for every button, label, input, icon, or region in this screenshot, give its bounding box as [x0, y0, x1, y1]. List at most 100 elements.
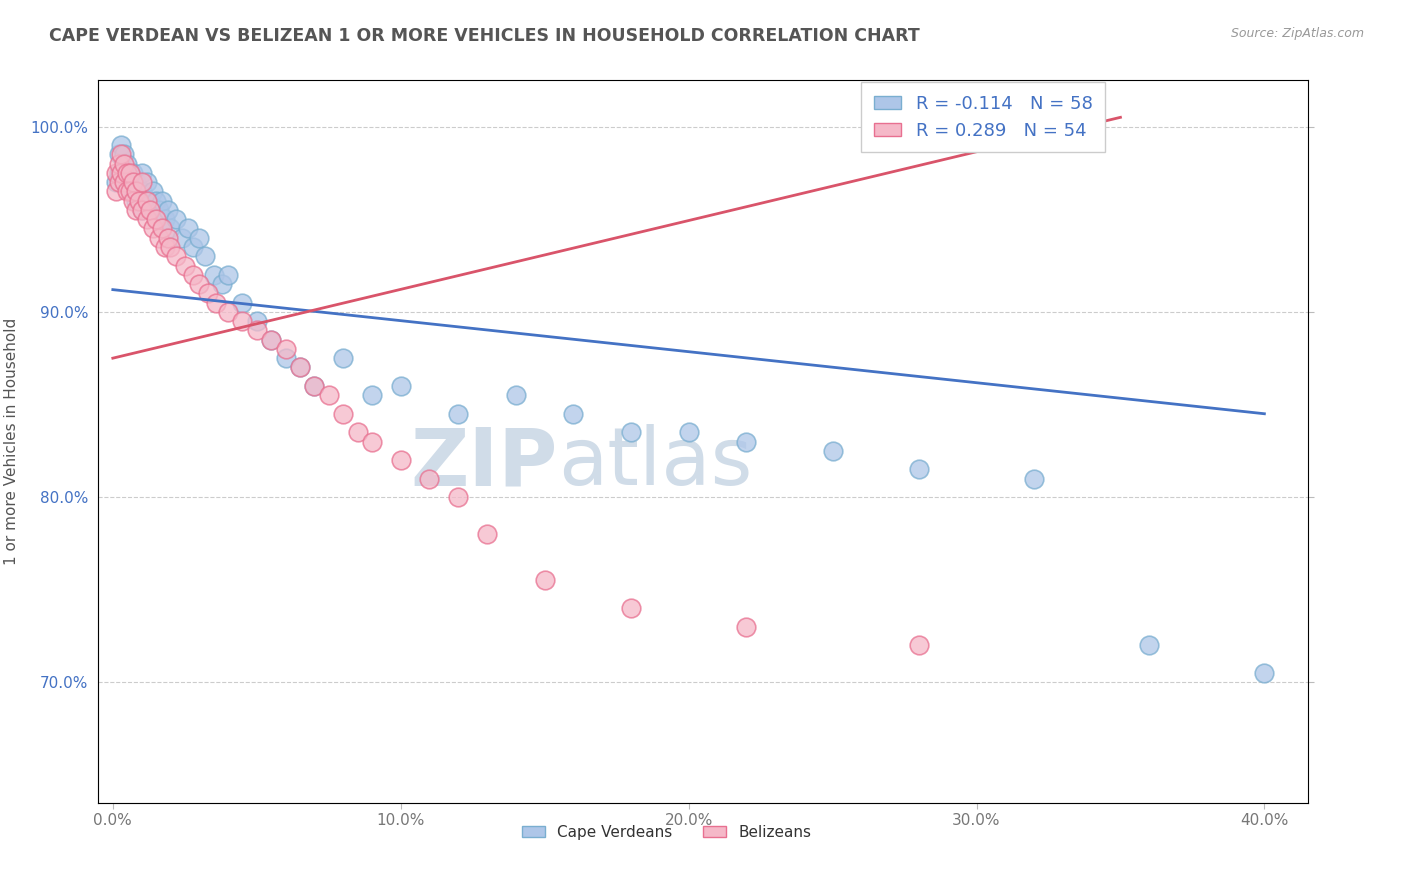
- Point: [136, 212, 159, 227]
- Point: [139, 202, 162, 217]
- Point: [735, 434, 758, 449]
- Point: [821, 443, 844, 458]
- Point: [274, 342, 297, 356]
- Point: [183, 268, 205, 282]
- Point: [110, 166, 132, 180]
- Point: [202, 268, 225, 282]
- Point: [908, 638, 931, 652]
- Point: [115, 185, 138, 199]
- Point: [110, 138, 132, 153]
- Point: [260, 333, 283, 347]
- Point: [159, 240, 181, 254]
- Point: [107, 175, 129, 189]
- Point: [735, 620, 758, 634]
- Point: [136, 194, 159, 208]
- Point: [188, 231, 211, 245]
- Point: [165, 212, 187, 227]
- Point: [115, 175, 138, 189]
- Point: [231, 314, 253, 328]
- Point: [145, 194, 167, 208]
- Point: [145, 212, 167, 227]
- Point: [104, 175, 127, 189]
- Point: [110, 147, 132, 161]
- Point: [122, 194, 145, 208]
- Point: [120, 166, 142, 180]
- Point: [107, 147, 129, 161]
- Text: CAPE VERDEAN VS BELIZEAN 1 OR MORE VEHICLES IN HOUSEHOLD CORRELATION CHART: CAPE VERDEAN VS BELIZEAN 1 OR MORE VEHIC…: [49, 27, 920, 45]
- Point: [112, 147, 135, 161]
- Point: [107, 166, 129, 180]
- Point: [139, 194, 162, 208]
- Point: [447, 407, 470, 421]
- Point: [153, 240, 176, 254]
- Point: [304, 379, 326, 393]
- Point: [128, 185, 150, 199]
- Point: [120, 185, 142, 199]
- Point: [246, 323, 269, 337]
- Point: [148, 231, 170, 245]
- Point: [562, 407, 585, 421]
- Point: [131, 202, 153, 217]
- Point: [156, 231, 179, 245]
- Point: [288, 360, 311, 375]
- Point: [389, 379, 412, 393]
- Point: [176, 221, 198, 235]
- Point: [1022, 472, 1045, 486]
- Point: [1137, 638, 1160, 652]
- Point: [211, 277, 233, 291]
- Point: [120, 166, 142, 180]
- Point: [288, 360, 311, 375]
- Point: [231, 295, 253, 310]
- Point: [304, 379, 326, 393]
- Point: [447, 490, 470, 504]
- Point: [131, 202, 153, 217]
- Point: [274, 351, 297, 366]
- Point: [120, 185, 142, 199]
- Point: [332, 407, 354, 421]
- Point: [131, 185, 153, 199]
- Point: [110, 166, 132, 180]
- Point: [125, 175, 148, 189]
- Point: [505, 388, 527, 402]
- Point: [318, 388, 340, 402]
- Text: Source: ZipAtlas.com: Source: ZipAtlas.com: [1230, 27, 1364, 40]
- Point: [533, 574, 555, 588]
- Point: [194, 249, 217, 263]
- Point: [260, 333, 283, 347]
- Point: [217, 305, 239, 319]
- Point: [148, 202, 170, 217]
- Point: [361, 388, 384, 402]
- Point: [115, 166, 138, 180]
- Text: ZIP: ZIP: [411, 425, 558, 502]
- Point: [678, 425, 700, 440]
- Point: [142, 221, 165, 235]
- Point: [122, 185, 145, 199]
- Point: [346, 425, 368, 440]
- Point: [620, 601, 643, 615]
- Point: [125, 202, 148, 217]
- Point: [112, 175, 135, 189]
- Point: [183, 240, 205, 254]
- Text: atlas: atlas: [558, 425, 752, 502]
- Point: [104, 166, 127, 180]
- Point: [136, 175, 159, 189]
- Point: [150, 221, 173, 235]
- Point: [173, 259, 195, 273]
- Point: [217, 268, 239, 282]
- Point: [153, 212, 176, 227]
- Point: [1253, 666, 1275, 681]
- Point: [112, 156, 135, 170]
- Point: [332, 351, 354, 366]
- Point: [389, 453, 412, 467]
- Point: [107, 156, 129, 170]
- Point: [104, 185, 127, 199]
- Point: [159, 221, 181, 235]
- Point: [188, 277, 211, 291]
- Point: [361, 434, 384, 449]
- Point: [112, 175, 135, 189]
- Point: [136, 194, 159, 208]
- Point: [475, 527, 498, 541]
- Point: [125, 194, 148, 208]
- Point: [165, 249, 187, 263]
- Point: [128, 194, 150, 208]
